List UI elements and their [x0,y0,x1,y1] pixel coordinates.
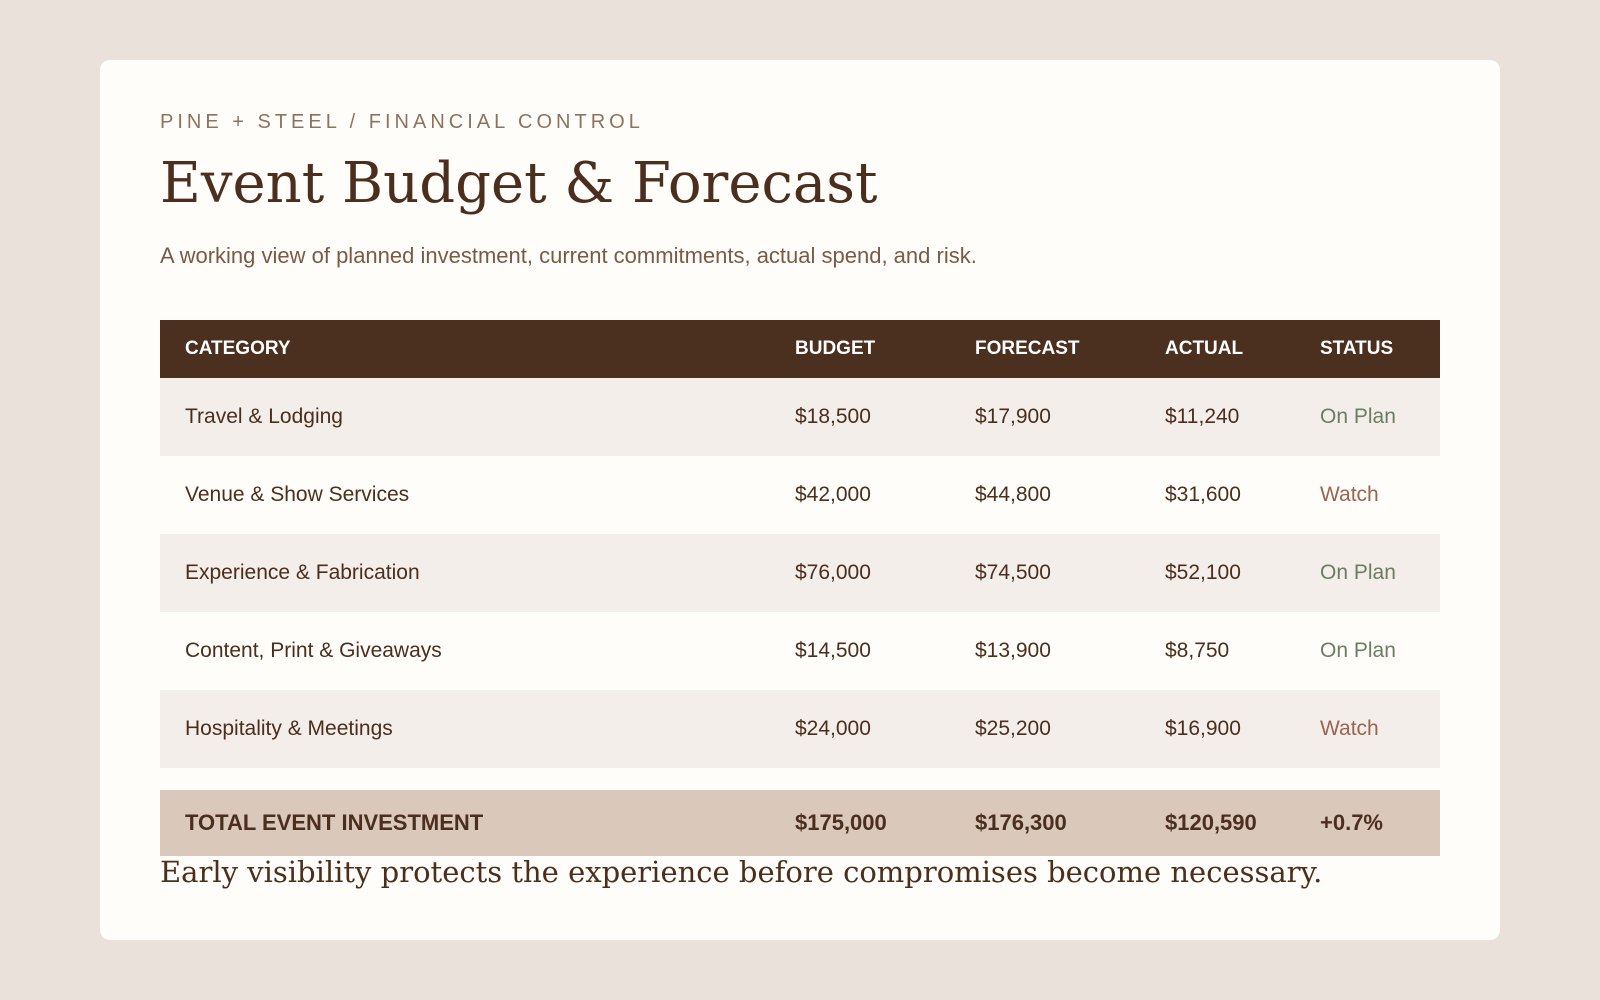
total-forecast: $176,300 [975,790,1165,856]
actual-cell: $16,900 [1165,690,1320,768]
column-header-budget: BUDGET [795,320,975,378]
category-cell: Travel & Lodging [160,378,795,456]
budget-cell: $14,500 [795,612,975,690]
header-row: CATEGORY BUDGET FORECAST ACTUAL STATUS [160,320,1440,378]
table-body: Travel & Lodging $18,500 $17,900 $11,240… [160,378,1440,790]
status-badge: On Plan [1320,612,1440,690]
table-row: Venue & Show Services $42,000 $44,800 $3… [160,456,1440,534]
budget-card: PINE + STEEL / FINANCIAL CONTROL Event B… [100,60,1500,940]
page-title: Event Budget & Forecast [160,151,878,216]
column-header-status: STATUS [1320,320,1440,378]
total-variance: +0.7% [1320,790,1440,856]
budget-cell: $42,000 [795,456,975,534]
category-cell: Content, Print & Giveaways [160,612,795,690]
forecast-cell: $74,500 [975,534,1165,612]
table-row: Experience & Fabrication $76,000 $74,500… [160,534,1440,612]
forecast-cell: $44,800 [975,456,1165,534]
forecast-cell: $25,200 [975,690,1165,768]
actual-cell: $8,750 [1165,612,1320,690]
table-header: CATEGORY BUDGET FORECAST ACTUAL STATUS [160,320,1440,378]
eyebrow: PINE + STEEL / FINANCIAL CONTROL [160,111,644,133]
column-header-forecast: FORECAST [975,320,1165,378]
table-row: Travel & Lodging $18,500 $17,900 $11,240… [160,378,1440,456]
budget-table: CATEGORY BUDGET FORECAST ACTUAL STATUS T… [160,320,1440,856]
status-badge: Watch [1320,456,1440,534]
table-row: Hospitality & Meetings $24,000 $25,200 $… [160,690,1440,768]
page-subtitle: A working view of planned investment, cu… [160,243,977,268]
category-cell: Hospitality & Meetings [160,690,795,768]
category-cell: Venue & Show Services [160,456,795,534]
budget-cell: $76,000 [795,534,975,612]
actual-cell: $11,240 [1165,378,1320,456]
table-row: Content, Print & Giveaways $14,500 $13,9… [160,612,1440,690]
total-budget: $175,000 [795,790,975,856]
table-footer: TOTAL EVENT INVESTMENT $175,000 $176,300… [160,790,1440,856]
total-row: TOTAL EVENT INVESTMENT $175,000 $176,300… [160,790,1440,856]
forecast-cell: $13,900 [975,612,1165,690]
status-badge: Watch [1320,690,1440,768]
forecast-cell: $17,900 [975,378,1165,456]
status-badge: On Plan [1320,378,1440,456]
actual-cell: $52,100 [1165,534,1320,612]
total-label: TOTAL EVENT INVESTMENT [160,790,795,856]
spacer-cell [160,768,1440,790]
column-header-category: CATEGORY [160,320,795,378]
budget-cell: $24,000 [795,690,975,768]
status-badge: On Plan [1320,534,1440,612]
actual-cell: $31,600 [1165,456,1320,534]
budget-cell: $18,500 [795,378,975,456]
footnote: Early visibility protects the experience… [160,855,1323,889]
total-actual: $120,590 [1165,790,1320,856]
table-spacer [160,768,1440,790]
category-cell: Experience & Fabrication [160,534,795,612]
column-header-actual: ACTUAL [1165,320,1320,378]
